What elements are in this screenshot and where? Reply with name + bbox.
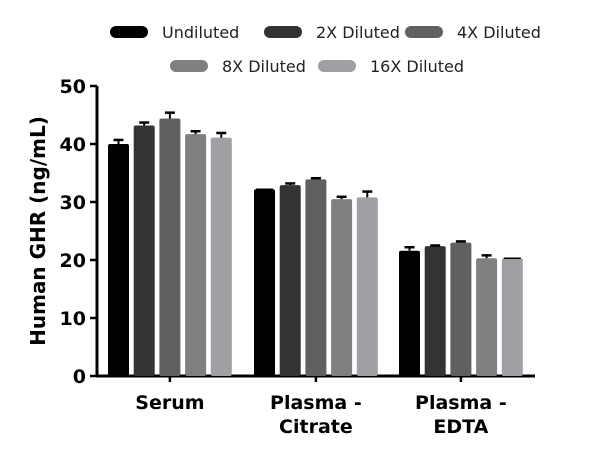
- legend-label: Undiluted: [162, 23, 239, 42]
- y-tick-label: 40: [60, 134, 86, 156]
- bar: [159, 118, 181, 376]
- bar: [133, 125, 155, 376]
- legend-label: 8X Diluted: [222, 57, 306, 76]
- legend-label: 4X Diluted: [457, 23, 541, 42]
- bar: [476, 258, 498, 376]
- legend-swatch: [405, 26, 443, 38]
- bar: [305, 179, 327, 376]
- bar: [450, 242, 472, 376]
- x-tick-label: Serum: [135, 392, 204, 414]
- bar: [279, 185, 301, 376]
- y-tick-label: 50: [60, 76, 86, 98]
- y-axis-label: Human GHR (ng/mL): [26, 116, 50, 346]
- bar: [501, 258, 523, 376]
- x-tick-label: Plasma -: [270, 392, 362, 414]
- bar: [424, 246, 446, 376]
- legend-swatch: [110, 26, 148, 38]
- legend-swatch: [170, 60, 208, 72]
- bar: [356, 197, 378, 376]
- y-tick-label: 10: [60, 308, 86, 330]
- bar: [399, 250, 420, 376]
- bar: [210, 137, 232, 376]
- bar: [185, 134, 207, 376]
- y-tick-label: 30: [60, 192, 86, 214]
- bar: [108, 144, 129, 376]
- legend-swatch: [318, 60, 356, 72]
- bar: [331, 199, 353, 376]
- y-tick-label: 0: [73, 366, 86, 388]
- legend-label: 16X Diluted: [370, 57, 464, 76]
- y-tick-label: 20: [60, 250, 86, 272]
- x-tick-label: Plasma -: [415, 392, 507, 414]
- legend-swatch: [264, 26, 302, 38]
- x-tick-label: Citrate: [279, 416, 353, 438]
- bar: [254, 189, 275, 376]
- x-tick-label: EDTA: [433, 416, 488, 438]
- legend-label: 2X Diluted: [316, 23, 400, 42]
